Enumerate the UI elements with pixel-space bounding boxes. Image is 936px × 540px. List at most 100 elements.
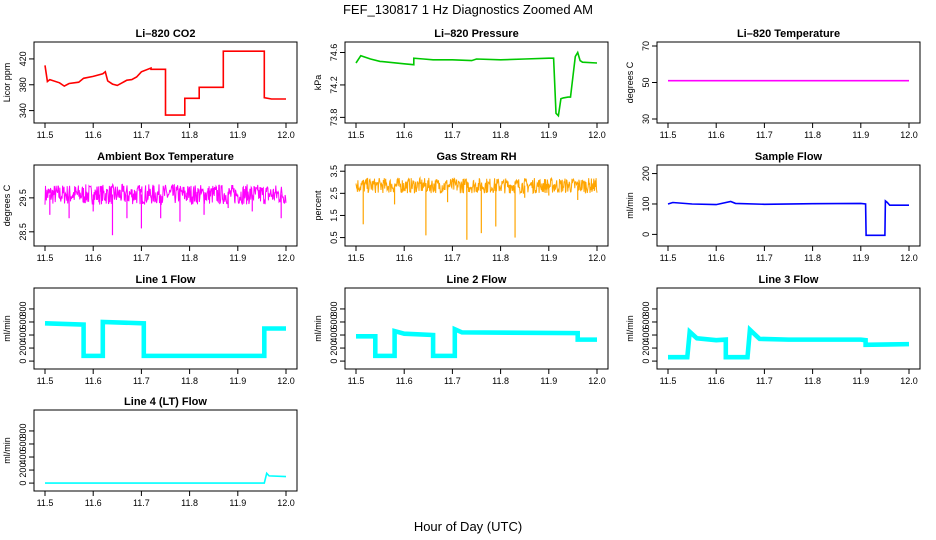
x-tick-label: 11.7 <box>133 253 150 263</box>
x-tick-label: 12.0 <box>900 253 918 263</box>
x-tick-label: 11.5 <box>37 498 54 508</box>
x-tick-label: 11.6 <box>396 130 413 140</box>
figure-xlabel: Hour of Day (UTC) <box>414 519 522 534</box>
y-tick-label: 2.5 <box>329 187 339 200</box>
series-line-1 <box>44 319 286 359</box>
x-tick-label: 11.9 <box>540 130 557 140</box>
x-tick-label: 11.6 <box>708 253 725 263</box>
y-tick-label: 50 <box>641 77 651 87</box>
x-tick-label: 11.7 <box>444 130 461 140</box>
series-line-1 <box>355 50 598 118</box>
y-tick-label: 29.5 <box>18 189 28 207</box>
y-axis-label: degrees C <box>625 61 635 103</box>
y-tick-label: 800 <box>641 301 651 316</box>
y-tick-label: 74.6 <box>329 44 339 62</box>
x-tick-label: 11.5 <box>348 130 365 140</box>
y-axis-label: ml/min <box>2 315 12 342</box>
x-tick-label: 11.7 <box>444 253 461 263</box>
y-tick-label: 800 <box>18 301 28 316</box>
plot-frame <box>344 41 609 124</box>
y-tick-label: 0 <box>641 232 651 237</box>
chart-panel-6: Sample Flow ml/min 0 100 200 11.5 11.6 11.7 11.8… <box>625 151 921 263</box>
chart-panel-2: Li–820 Pressure kPa 73.8 74.2 74.6 11.5 11.6 11… <box>313 28 609 140</box>
y-tick-label: 600 <box>18 436 28 451</box>
series-line-1 <box>667 199 909 237</box>
chart-title: Sample Flow <box>755 151 823 163</box>
y-tick-label: 800 <box>329 301 339 316</box>
y-tick-label: 3.5 <box>329 165 339 178</box>
y-tick-label: 74.2 <box>329 76 339 94</box>
y-tick-label: 1.5 <box>329 209 339 222</box>
x-tick-label: 11.5 <box>660 376 677 386</box>
y-axis-label: percent <box>313 190 323 221</box>
y-axis-label: degrees C <box>2 184 12 226</box>
series-line-1 <box>355 176 598 195</box>
x-tick-label: 11.8 <box>804 376 821 386</box>
plot-frame <box>33 41 298 124</box>
x-tick-label: 12.0 <box>277 130 295 140</box>
x-tick-label: 11.9 <box>852 130 869 140</box>
x-tick-label: 11.9 <box>540 376 557 386</box>
y-tick-label: 200 <box>641 341 651 356</box>
x-tick-label: 11.5 <box>660 130 677 140</box>
y-tick-label: 800 <box>18 423 28 438</box>
y-tick-label: 600 <box>329 314 339 329</box>
x-tick-label: 12.0 <box>277 498 295 508</box>
figure-title: FEF_130817 1 Hz Diagnostics Zoomed AM <box>343 2 593 17</box>
y-tick-label: 28.5 <box>18 223 28 241</box>
x-tick-label: 11.8 <box>181 130 198 140</box>
x-tick-label: 11.7 <box>133 130 150 140</box>
y-tick-label: 100 <box>641 196 651 211</box>
chart-panel-4: Ambient Box Temperature degrees C 28.5 29.5… <box>2 151 298 263</box>
y-tick-label: 70 <box>641 41 651 51</box>
chart-panel-5: Gas Stream RH percent 0.5 1.5 2.5 3.5 11.5 11.6… <box>313 151 609 263</box>
x-tick-label: 11.5 <box>660 253 677 263</box>
x-tick-label: 11.6 <box>396 253 413 263</box>
x-tick-label: 11.8 <box>492 376 509 386</box>
chart-title: Ambient Box Temperature <box>97 151 234 163</box>
y-tick-label: 0 <box>641 359 651 364</box>
y-tick-label: 400 <box>641 328 651 343</box>
x-tick-label: 11.8 <box>804 253 821 263</box>
y-tick-label: 600 <box>641 314 651 329</box>
x-tick-label: 11.6 <box>396 376 413 386</box>
x-tick-label: 11.8 <box>492 130 509 140</box>
plot-frame <box>656 164 921 247</box>
y-axis-label: ml/min <box>625 192 635 219</box>
x-tick-label: 12.0 <box>900 376 918 386</box>
y-tick-label: 200 <box>641 166 651 181</box>
x-tick-label: 11.9 <box>540 253 557 263</box>
plot-frame <box>656 287 921 370</box>
y-axis-label: ml/min <box>625 315 635 342</box>
x-tick-label: 11.7 <box>756 376 773 386</box>
x-tick-label: 12.0 <box>588 376 606 386</box>
y-tick-label: 400 <box>18 450 28 465</box>
x-tick-label: 11.5 <box>37 130 54 140</box>
x-tick-label: 12.0 <box>277 253 295 263</box>
x-tick-label: 11.9 <box>852 253 869 263</box>
x-tick-label: 11.9 <box>229 376 246 386</box>
x-tick-label: 11.8 <box>492 253 509 263</box>
series-line-1 <box>44 50 286 116</box>
plot-frame <box>344 287 609 370</box>
y-tick-label: 380 <box>18 77 28 92</box>
x-tick-label: 11.5 <box>37 376 54 386</box>
y-tick-label: 340 <box>18 103 28 118</box>
x-tick-label: 11.8 <box>181 253 198 263</box>
y-tick-label: 200 <box>18 463 28 478</box>
series-line-1 <box>44 182 287 206</box>
chart-title: Li–820 CO2 <box>136 28 196 40</box>
x-tick-label: 11.9 <box>229 130 246 140</box>
y-tick-label: 400 <box>18 328 28 343</box>
chart-panel-1: Li–820 CO2 Licor ppm 340 380 420 11.5 11.6 11.7… <box>2 28 298 140</box>
x-tick-label: 11.5 <box>37 253 54 263</box>
y-tick-label: 200 <box>18 341 28 356</box>
y-tick-label: 0 <box>329 359 339 364</box>
y-tick-label: 0 <box>18 481 28 486</box>
x-tick-label: 11.7 <box>756 130 773 140</box>
x-tick-label: 11.5 <box>348 253 365 263</box>
plot-frame <box>656 41 921 124</box>
x-tick-label: 11.6 <box>85 376 102 386</box>
